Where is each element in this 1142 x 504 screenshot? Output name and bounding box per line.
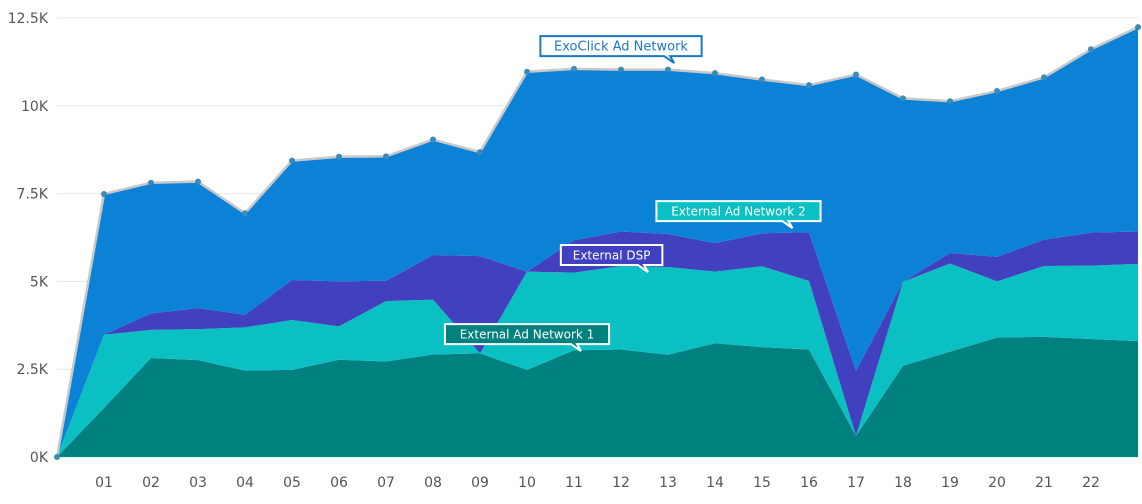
total-point[interactable]	[148, 179, 154, 186]
total-line-layer	[54, 24, 1141, 460]
x-tick-label: 21	[1035, 475, 1053, 491]
callout-label: External DSP	[573, 249, 651, 263]
x-tick-label: 09	[471, 475, 489, 491]
total-point[interactable]	[1088, 46, 1094, 53]
x-tick-label: 13	[659, 475, 677, 491]
annotation-callout: External DSP	[559, 244, 664, 273]
axis-layer: 0K 2.5K 5K 7.5K 10K 12.5K 01 02 03 04 05 06 07 08 09 10…	[8, 11, 1100, 491]
series-area-3	[57, 27, 1138, 457]
y-tick-label: 12.5K	[8, 11, 49, 27]
total-point[interactable]	[618, 66, 624, 73]
callout-box	[443, 323, 611, 352]
total-point[interactable]	[571, 65, 577, 72]
series-area-0	[57, 336, 1138, 457]
x-tick-label: 11	[565, 475, 583, 491]
x-tick-label: 22	[1082, 475, 1100, 491]
area-layer	[57, 27, 1138, 457]
x-tick-label: 02	[142, 475, 160, 491]
x-tick-label: 07	[377, 475, 395, 491]
annotation-callout: External Ad Network 2	[655, 200, 822, 229]
y-tick-label: 5K	[30, 274, 49, 290]
total-point[interactable]	[853, 71, 859, 78]
x-tick-label: 19	[941, 475, 959, 491]
series-area-2	[57, 231, 1138, 457]
callout-box	[559, 244, 664, 273]
total-point[interactable]	[1041, 74, 1047, 81]
total-point[interactable]	[524, 68, 530, 75]
annotation-callout: External Ad Network 1	[443, 323, 611, 352]
y-tick-label: 0K	[30, 450, 49, 466]
y-tick-label: 10K	[21, 99, 49, 115]
total-point[interactable]	[900, 95, 906, 102]
x-tick-label: 16	[800, 475, 818, 491]
y-tick-label: 7.5K	[17, 187, 49, 203]
x-tick-label: 10	[518, 475, 536, 491]
x-tick-label: 01	[95, 475, 113, 491]
x-tick-label: 12	[612, 475, 630, 491]
annotation-layer: ExoClick Ad Network External Ad Network 2…	[443, 35, 822, 352]
annotation-callout: ExoClick Ad Network	[539, 35, 703, 64]
x-tick-label: 18	[894, 475, 912, 491]
x-tick-label: 04	[236, 475, 254, 491]
callout-box	[655, 200, 822, 229]
callout-label: ExoClick Ad Network	[554, 40, 688, 55]
x-tick-label: 06	[330, 475, 348, 491]
x-tick-label: 17	[847, 475, 865, 491]
total-point[interactable]	[477, 149, 483, 156]
total-point[interactable]	[759, 76, 765, 83]
total-point[interactable]	[947, 98, 953, 105]
y-tick-label: 2.5K	[17, 362, 49, 378]
total-point[interactable]	[336, 153, 342, 160]
x-tick-label: 08	[424, 475, 442, 491]
x-tick-label: 05	[283, 475, 301, 491]
x-tick-label: 14	[706, 475, 724, 491]
total-point[interactable]	[101, 190, 107, 197]
x-tick-label: 20	[988, 475, 1006, 491]
total-point[interactable]	[665, 66, 671, 73]
total-point[interactable]	[242, 210, 248, 217]
series-area-1	[57, 263, 1138, 457]
x-tick-label: 03	[189, 475, 207, 491]
callout-box	[539, 35, 703, 64]
callout-label: External Ad Network 1	[460, 328, 595, 342]
total-point[interactable]	[195, 178, 201, 185]
total-point[interactable]	[383, 153, 389, 160]
total-point[interactable]	[994, 88, 1000, 95]
total-point[interactable]	[289, 157, 295, 164]
total-point[interactable]	[54, 454, 60, 460]
total-point[interactable]	[806, 82, 812, 89]
total-point[interactable]	[712, 70, 718, 77]
callout-label: External Ad Network 2	[671, 205, 806, 219]
total-line	[55, 25, 1139, 458]
total-point[interactable]	[430, 136, 436, 143]
x-tick-label: 15	[753, 475, 771, 491]
total-point[interactable]	[1135, 24, 1141, 31]
